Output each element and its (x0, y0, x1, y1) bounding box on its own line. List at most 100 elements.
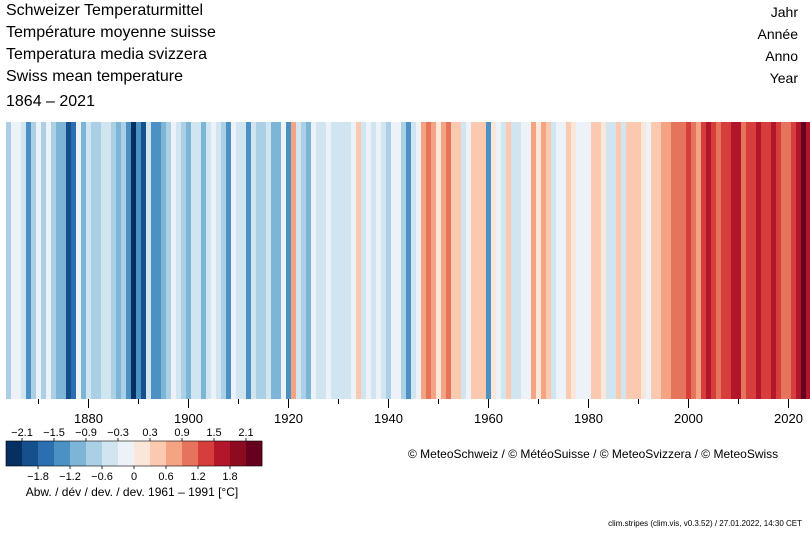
stripe-1885 (111, 122, 117, 399)
stripe-1914 (256, 122, 262, 399)
stripe-1890 (136, 122, 142, 399)
stripe-1894 (156, 122, 162, 399)
colorbar-upper-label: −0.9 (75, 427, 97, 439)
stripe-1867 (21, 122, 27, 399)
stripe-1996 (666, 122, 672, 399)
colorbar-swatch (230, 441, 247, 466)
colorbar-swatch (6, 441, 23, 466)
colorbar-upper-label: 0.3 (142, 427, 157, 439)
stripe-1924 (306, 122, 312, 399)
stripe-2018 (776, 122, 782, 399)
stripe-1909 (231, 122, 237, 399)
stripe-1997 (671, 122, 677, 399)
stripe-1941 (391, 122, 397, 399)
stripe-1899 (181, 122, 187, 399)
stripe-1882 (96, 122, 102, 399)
warming-stripes-chart: 1880 1900 1920 1940 1960 1980 2000 2020 (6, 122, 810, 426)
stripe-2012 (746, 122, 752, 399)
stripe-1897 (171, 122, 177, 399)
copyright-notice: © MeteoSchweiz / © MétéoSuisse / © Meteo… (408, 447, 779, 461)
stripe-2014 (756, 122, 762, 399)
stripe-1891 (141, 122, 147, 399)
stripe-1950 (436, 122, 442, 399)
colorbar-upper-label: 1.5 (206, 427, 221, 439)
stripe-1944 (406, 122, 412, 399)
stripe-1954 (456, 122, 462, 399)
stripe-1943 (401, 122, 407, 399)
stripe-1877 (71, 122, 77, 399)
title-de: Schweizer Temperaturmittel (6, 2, 204, 19)
stripe-1963 (501, 122, 507, 399)
stripe-1908 (226, 122, 232, 399)
stripe-1938 (376, 122, 382, 399)
stripe-1970 (536, 122, 542, 399)
stripe-1921 (291, 122, 297, 399)
stripe-1911 (241, 122, 247, 399)
period-label-fr: Année (757, 26, 798, 42)
stripe-1913 (251, 122, 257, 399)
colorbar-lower-label: 0.6 (158, 471, 173, 483)
x-tick-label: 1880 (74, 411, 103, 426)
stripe-1939 (381, 122, 387, 399)
stripe-2011 (741, 122, 747, 399)
stripe-1889 (131, 122, 137, 399)
colorbar-lower-label: 1.8 (222, 471, 237, 483)
stripe-1974 (556, 122, 562, 399)
stripe-1887 (121, 122, 127, 399)
colorbar-caption: Abw. / dév / dev. / dev. 1961 – 1991 [°C… (26, 485, 238, 499)
stripe-2020 (786, 122, 792, 399)
stripe-1918 (276, 122, 282, 399)
stripe-1929 (331, 122, 337, 399)
stripe-1907 (221, 122, 227, 399)
stripe-1966 (516, 122, 522, 399)
stripe-1912 (246, 122, 252, 399)
stripe-1969 (531, 122, 537, 399)
period-label-de: Jahr (770, 4, 798, 20)
period-label-en: Year (769, 70, 798, 86)
stripe-1936 (366, 122, 372, 399)
x-tick-label: 1980 (574, 411, 603, 426)
stripe-1922 (296, 122, 302, 399)
stripe-1993 (651, 122, 657, 399)
stripe-1933 (351, 122, 357, 399)
stripe-1968 (526, 122, 532, 399)
stripe-1983 (601, 122, 607, 399)
stripe-1934 (356, 122, 362, 399)
title-fr: Température moyenne suisse (6, 24, 216, 41)
stripe-2022 (796, 122, 802, 399)
stripe-1916 (266, 122, 272, 399)
stripe-1945 (411, 122, 417, 399)
stripe-1991 (641, 122, 647, 399)
stripe-1967 (521, 122, 527, 399)
x-tick-label: 1940 (374, 411, 403, 426)
stripe-1946 (416, 122, 422, 399)
x-tick-label: 1920 (274, 411, 303, 426)
stripe-1865 (11, 122, 17, 399)
stripe-1928 (326, 122, 332, 399)
stripe-1875 (61, 122, 67, 399)
stripe-1992 (646, 122, 652, 399)
stripe-1901 (191, 122, 197, 399)
colorbar-swatch (86, 441, 103, 466)
stripe-1892 (146, 122, 152, 399)
stripe-1999 (681, 122, 687, 399)
stripe-1988 (626, 122, 632, 399)
stripe-1904 (206, 122, 212, 399)
stripe-2002 (696, 122, 702, 399)
stripe-2021 (791, 122, 797, 399)
stripe-1866 (16, 122, 22, 399)
colorbar-swatch (198, 441, 215, 466)
colorbar-lower-label: −1.2 (59, 471, 81, 483)
stripe-2004 (706, 122, 712, 399)
stripe-1995 (661, 122, 667, 399)
colorbar-lower-label: 0 (131, 471, 137, 483)
stripe-1879 (81, 122, 87, 399)
stripe-1868 (26, 122, 32, 399)
stripe-1947 (421, 122, 427, 399)
stripe-1893 (151, 122, 157, 399)
colorbar-upper-label: −0.3 (107, 427, 129, 439)
stripe-1896 (166, 122, 172, 399)
colorbar-swatch (134, 441, 151, 466)
colorbar-swatch (118, 441, 135, 466)
